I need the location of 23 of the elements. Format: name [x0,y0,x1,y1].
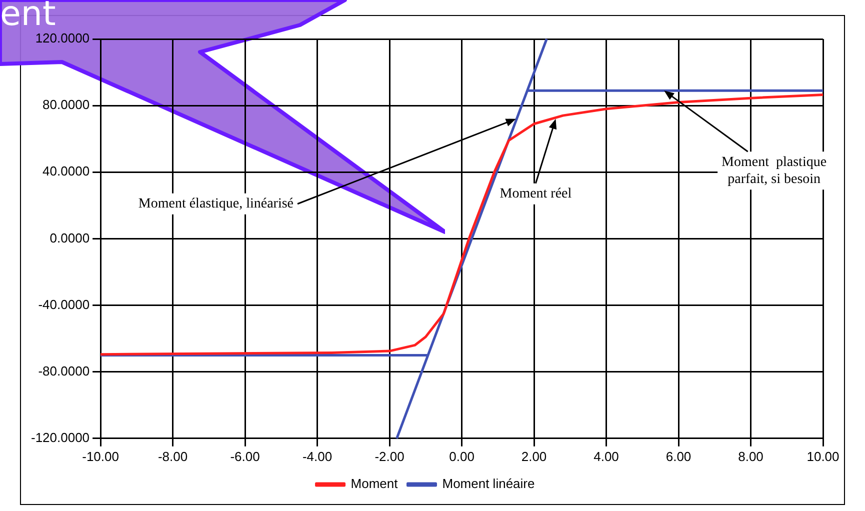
x-tick-label: 10.00 [806,448,840,464]
annotation: Moment réel [500,186,572,202]
y-tick-label: -40.0000 [38,296,90,312]
x-tick-label: 2.00 [521,448,547,464]
x-tick-label: 0.00 [449,448,474,464]
y-tick-label: -80.0000 [38,363,90,378]
y-tick-label: -120.0000 [30,430,90,445]
x-tick-label: 6.00 [666,448,692,464]
x-tick-label: 8.00 [738,448,764,464]
x-tick-label: -2.00 [374,448,404,464]
x-tick-label: 4.00 [594,448,619,464]
x-tick-label: -6.00 [230,448,260,464]
legend-label: Moment linéaire [442,476,535,492]
x-tick-label: -4.00 [302,448,332,464]
y-tick-label: 80.0000 [42,97,90,112]
annotation: Moment plastique parfait, si besoin [722,154,827,187]
y-tick-label: 40.0000 [42,164,90,179]
annotation: Moment élastique, linéarisé [138,196,294,212]
y-tick-label: 0.0000 [50,230,90,246]
y-tick-label: 120.0000 [35,30,90,46]
legend-label: Moment [350,476,398,492]
x-tick-label: -8.00 [158,448,188,464]
x-tick-label: -10.00 [82,448,119,464]
